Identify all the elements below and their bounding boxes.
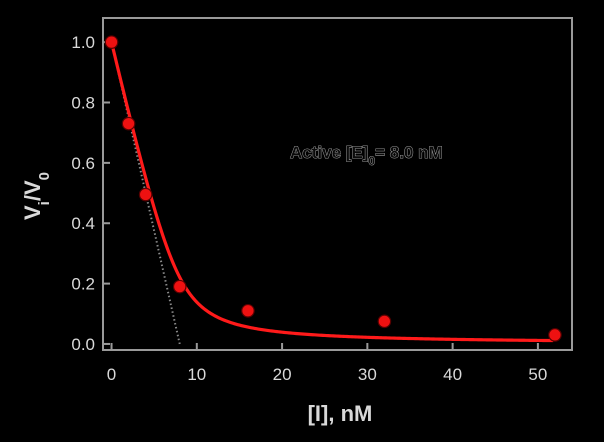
data-point bbox=[121, 116, 136, 131]
tick-labels: 0 10 20 30 40 50 0.0 0.2 0.4 0.6 0.8 1.0 bbox=[71, 33, 547, 384]
points-layer bbox=[104, 35, 562, 342]
annotation-prefix: Active [E] bbox=[290, 143, 368, 162]
y-axis-title-main: V bbox=[20, 205, 45, 220]
fit-layer bbox=[109, 41, 554, 343]
y-axis-title-sep: /V bbox=[20, 180, 45, 201]
axes bbox=[102, 17, 573, 351]
data-point bbox=[104, 35, 119, 49]
data-point bbox=[548, 328, 562, 342]
data-point bbox=[241, 303, 255, 318]
y-axis-title-sub1: i bbox=[36, 201, 53, 205]
x-tick-label: 40 bbox=[443, 365, 462, 384]
ticks bbox=[103, 41, 539, 350]
x-tick-label: 20 bbox=[273, 365, 292, 384]
x-tick-label: 30 bbox=[358, 365, 377, 384]
x-tick-label: 0 bbox=[107, 365, 116, 384]
y-axis-title: Vi/V0 bbox=[20, 172, 53, 220]
y-tick-label: 0.6 bbox=[71, 154, 95, 173]
y-tick-label: 0.8 bbox=[71, 94, 95, 113]
x-axis-title: [I], nM bbox=[308, 401, 373, 426]
x-tick-label: 10 bbox=[187, 365, 206, 384]
data-point bbox=[172, 279, 187, 294]
y-axis-title-sub2: 0 bbox=[36, 172, 53, 180]
data-point bbox=[138, 187, 153, 202]
y-tick-label: 1.0 bbox=[71, 33, 95, 52]
y-tick-label: 0.0 bbox=[71, 335, 95, 354]
annotation-sub: 0 bbox=[368, 154, 375, 168]
y-tick-label: 0.2 bbox=[71, 275, 95, 294]
y-tick-label: 0.4 bbox=[71, 214, 95, 233]
x-tick-label: 50 bbox=[528, 365, 547, 384]
annotation-suffix: = 8.0 nM bbox=[375, 143, 443, 162]
fit-curve bbox=[109, 41, 554, 343]
annotation-active-enzyme: Active [E]0= 8.0 nM bbox=[290, 143, 443, 168]
plot-frame bbox=[102, 17, 573, 351]
data-point bbox=[377, 314, 392, 329]
